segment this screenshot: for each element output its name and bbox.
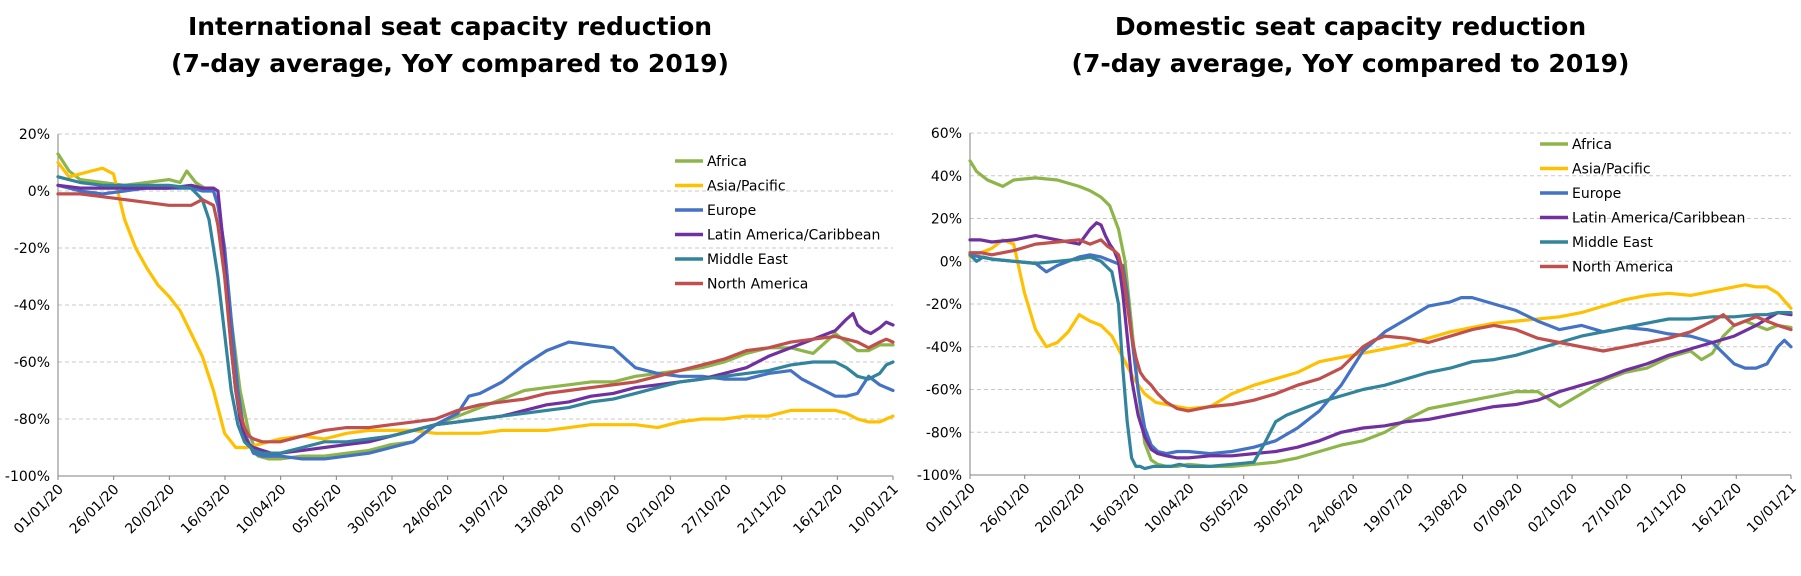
international-x-tick-label: 20/02/20 [122,482,178,538]
international-y-tick-label: -20% [14,241,50,257]
domestic-x-tick-label: 30/05/20 [1251,481,1307,537]
domestic-y-tick-label: 0% [940,254,962,270]
domestic-series-latin-america-caribbean [968,221,1793,460]
domestic-legend-label-asia-pacific: Asia/Pacific [1572,162,1651,178]
international-y-tick-label: -40% [14,298,50,314]
domestic-y-tick-label: -100% [917,468,962,484]
domestic-x-tick-label: 13/08/20 [1416,481,1472,537]
international-y-tick-label: -80% [14,412,50,428]
international-legend-label-africa: Africa [707,154,747,170]
international-legend-label-latin-america-caribbean: Latin America/Caribbean [707,228,880,244]
domestic-x-tick-label: 01/01/20 [923,481,979,537]
domestic-chart-panel: Domestic seat capacity reduction (7-day … [900,0,1801,576]
international-x-tick-label: 27/10/20 [679,482,735,538]
domestic-x-tick-label: 02/10/20 [1525,481,1581,537]
international-x-tick-label: 21/11/20 [735,482,791,538]
domestic-y-tick-label: 20% [931,212,962,228]
domestic-x-tick-label: 19/07/20 [1361,481,1417,537]
domestic-y-tick-label: -80% [926,425,962,441]
domestic-legend-label-latin-america-caribbean: Latin America/Caribbean [1572,211,1745,227]
domestic-x-tick-label: 16/12/20 [1689,481,1745,537]
domestic-x-tick-label: 10/01/21 [1744,481,1800,537]
domestic-x-tick-label: 27/10/20 [1580,481,1636,537]
domestic-legend-label-middle-east: Middle East [1572,235,1653,251]
international-legend-label-asia-pacific: Asia/Pacific [707,179,786,195]
international-x-tick-label: 02/10/20 [623,482,679,538]
domestic-legend-label-europe: Europe [1572,186,1621,202]
domestic-y-tick-label: -60% [926,383,962,399]
international-x-tick-label: 16/03/20 [178,482,234,538]
domestic-chart-svg: 60% 40% 20% 0% -20% -40% -60% -80% -100%01/01/20… [917,126,1800,537]
international-legend-label-north-america: North America [707,277,808,293]
international-y-tick-label: 20% [19,127,50,143]
international-y-tick-label: 0% [28,184,50,200]
international-x-tick-label: 01/01/20 [11,482,67,538]
international-x-tick-label: 13/08/20 [512,482,568,538]
international-x-tick-label: 26/01/20 [67,482,123,538]
international-x-tick-label: 05/05/20 [289,482,345,538]
domestic-y-tick-label: 40% [931,169,962,185]
domestic-legend-label-north-america: North America [1572,260,1673,276]
domestic-title-line1: Domestic seat capacity reduction [1114,12,1587,41]
domestic-x-tick-label: 24/06/20 [1306,481,1362,537]
international-x-tick-label: 30/05/20 [345,482,401,538]
international-x-tick-label: 10/04/20 [234,482,290,538]
international-y-tick-label: -100% [5,469,50,485]
domestic-series-africa [968,159,1793,468]
domestic-y-tick-label: -20% [926,297,962,313]
domestic-series-north-america [968,238,1793,413]
domestic-legend-label-africa: Africa [1572,137,1612,153]
domestic-x-tick-label: 10/04/20 [1142,481,1198,537]
international-title-line2: (7-day average, YoY compared to 2019) [171,49,729,78]
domestic-series-middle-east [968,253,1793,471]
domestic-x-tick-label: 07/09/20 [1470,481,1526,537]
domestic-x-tick-label: 05/05/20 [1197,481,1253,537]
international-series-asia-pacific [56,160,895,450]
domestic-title-line2: (7-day average, YoY compared to 2019) [1071,49,1630,78]
international-x-tick-label: 24/06/20 [401,482,457,538]
international-series-middle-east [56,175,895,455]
international-chart-title: International seat capacity reduction (7… [0,8,900,82]
international-x-tick-label: 07/09/20 [568,482,624,538]
domestic-x-tick-label: 16/03/20 [1087,481,1143,537]
international-chart-panel: International seat capacity reduction (7… [0,0,902,576]
international-series-europe [56,183,895,461]
domestic-x-tick-label: 20/02/20 [1033,481,1089,537]
international-series-north-america [56,192,895,444]
domestic-x-tick-label: 26/01/20 [978,481,1034,537]
international-legend-label-europe: Europe [707,203,756,219]
international-legend-label-middle-east: Middle East [707,252,788,268]
domestic-chart-title: Domestic seat capacity reduction (7-day … [900,8,1801,82]
domestic-x-tick-label: 21/11/20 [1635,481,1691,537]
domestic-y-tick-label: 60% [931,126,962,142]
international-chart-svg: 20% 0% -20% -40% -60% -80% -100%01/01/20 26/01/… [5,127,902,538]
international-x-tick-label: 10/01/21 [846,482,902,538]
international-title-line1: International seat capacity reduction [187,12,713,41]
domestic-series-asia-pacific [968,238,1793,411]
international-series-africa [56,152,895,461]
domestic-series-europe [968,253,1793,456]
domestic-y-tick-label: -40% [926,340,962,356]
international-x-tick-label: 16/12/20 [790,482,846,538]
international-x-tick-label: 19/07/20 [456,482,512,538]
international-y-tick-label: -60% [14,355,50,371]
